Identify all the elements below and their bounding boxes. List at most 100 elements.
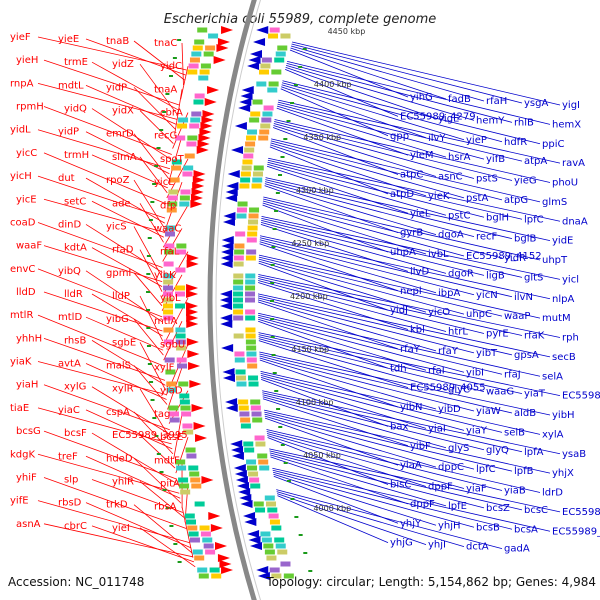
feature-block — [194, 93, 205, 99]
reverse-feature-arrow — [223, 212, 236, 220]
feature-block — [182, 423, 193, 429]
feature-block — [191, 483, 202, 489]
forward-gene-label: ade — [112, 198, 131, 209]
reverse-gene-label: pyrE — [486, 329, 509, 340]
reverse-leader-line — [264, 409, 551, 474]
forward-feature-arrow — [221, 26, 234, 34]
feature-block — [235, 369, 246, 375]
reverse-leader-line — [264, 417, 399, 466]
reverse-gene-label: yhjX — [552, 468, 574, 479]
feature-block — [249, 117, 260, 123]
feature-block — [187, 69, 198, 75]
feature-block — [269, 519, 280, 525]
feature-block — [176, 345, 187, 351]
feature-block — [171, 165, 182, 171]
feature-block — [233, 309, 244, 315]
tick-mark — [293, 84, 298, 86]
reverse-leader-line — [264, 181, 475, 238]
reverse-leader-line — [260, 374, 465, 431]
reverse-leader-line — [269, 146, 389, 195]
forward-gene-label: rnpA — [10, 78, 34, 89]
tick-mark — [271, 354, 276, 356]
tick-mark — [172, 57, 177, 59]
reverse-leader-line — [258, 280, 447, 332]
feature-block — [198, 75, 209, 81]
forward-gene-label: yicE — [16, 194, 37, 205]
reverse-feature-arrow — [230, 440, 243, 448]
feature-block — [184, 513, 195, 519]
forward-leader-line — [37, 314, 165, 367]
feature-block — [261, 57, 272, 63]
forward-gene-label: cbrA — [160, 108, 183, 119]
feature-block — [163, 291, 174, 297]
reverse-gene-label: atpC — [400, 170, 423, 181]
reverse-gene-label: tdh — [390, 363, 407, 374]
feature-block — [190, 117, 201, 123]
tick-mark — [148, 219, 153, 221]
tick-mark — [156, 453, 161, 455]
reverse-gene-label: dgoR — [448, 268, 474, 279]
reverse-leader-line — [259, 357, 437, 410]
reverse-leader-line — [258, 316, 465, 373]
tick-mark — [177, 561, 182, 563]
forward-leader-line — [139, 342, 167, 391]
forward-leader-line — [43, 59, 180, 106]
reverse-leader-line — [287, 60, 551, 125]
feature-block — [263, 543, 274, 549]
tick-mark — [146, 291, 151, 293]
forward-feature-arrow — [193, 422, 206, 430]
feature-block — [248, 471, 259, 477]
reverse-leader-line — [272, 467, 551, 532]
forward-leader-line — [85, 84, 177, 125]
reverse-feature-arrow — [221, 242, 234, 250]
reverse-leader-line — [273, 123, 475, 179]
forward-gene-label: hdeD — [106, 453, 133, 464]
forward-gene-label: gpmI — [106, 268, 131, 279]
reverse-leader-line — [265, 179, 513, 240]
forward-leader-line — [85, 38, 186, 76]
reverse-leader-line — [259, 239, 475, 296]
forward-feature-arrow — [214, 542, 227, 550]
kbp-label: 4100 kbp — [296, 398, 334, 407]
forward-feature-arrow — [198, 134, 211, 142]
feature-block — [254, 435, 265, 441]
feature-block — [182, 171, 193, 177]
reverse-gene-label: gltS — [524, 272, 543, 283]
reverse-gene-label: yigI — [562, 100, 580, 111]
forward-feature-arrow — [186, 290, 199, 298]
reverse-leader-line — [276, 489, 503, 550]
reverse-gene-label: bglH — [486, 212, 509, 223]
feature-block — [245, 297, 255, 303]
forward-feature-arrow — [186, 338, 199, 346]
reverse-leader-line — [257, 301, 399, 350]
feature-block — [175, 285, 186, 291]
tick-mark — [159, 471, 164, 473]
forward-gene-label: emrD — [106, 129, 134, 140]
reverse-feature-arrow — [225, 194, 238, 202]
forward-leader-line — [162, 205, 189, 248]
feature-block — [190, 477, 201, 483]
tick-mark — [169, 75, 174, 77]
reverse-gene-label: gadA — [504, 544, 530, 555]
reverse-feature-arrow — [247, 530, 260, 538]
reverse-leader-line — [277, 105, 447, 158]
reverse-gene-label: rfaK — [524, 331, 545, 342]
reverse-leader-line — [262, 394, 485, 451]
feature-block — [243, 441, 254, 447]
kbp-label: 4350 kbp — [303, 133, 341, 142]
forward-gene-label: cbrC — [64, 521, 87, 532]
feature-block — [211, 573, 222, 579]
tick-mark — [276, 408, 281, 410]
forward-gene-label: rbsD — [58, 498, 82, 509]
reverse-gene-label: dppF — [428, 482, 453, 493]
reverse-gene-label: ysaB — [562, 449, 586, 460]
reverse-gene-label: secB — [552, 352, 576, 363]
reverse-leader-line — [258, 336, 485, 393]
reverse-leader-line — [267, 437, 389, 485]
reverse-leader-line — [282, 80, 541, 145]
reverse-leader-line — [257, 295, 513, 356]
forward-leader-line — [37, 129, 171, 170]
forward-gene-label: sgbE — [112, 337, 136, 348]
feature-block — [178, 117, 189, 123]
reverse-gene-label: yiaF — [466, 484, 487, 495]
